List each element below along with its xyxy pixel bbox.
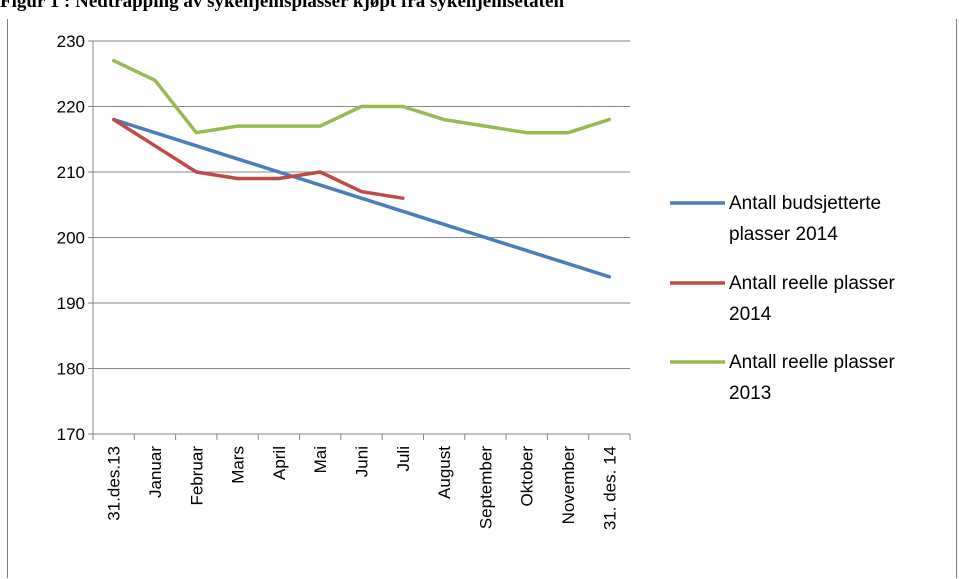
figure-title: Figur 1 : Nedtrapping av sykehjemsplasse… <box>0 0 565 12</box>
y-tick-label: 200 <box>57 229 85 248</box>
x-tick-label: 31. des. 14 <box>600 446 619 530</box>
x-tick-label: Oktober <box>518 446 537 507</box>
legend-label-3-line2: 2013 <box>729 383 771 404</box>
x-tick-label: Mars <box>229 446 248 484</box>
x-tick-label: Juli <box>394 446 413 472</box>
x-tick-label: Mai <box>311 446 330 473</box>
legend-label-2-line2: 2014 <box>729 304 772 325</box>
x-tick-label: August <box>435 446 454 499</box>
x-tick-label: Februar <box>187 446 206 506</box>
series-line-3 <box>111 58 612 135</box>
y-tick-label: 230 <box>57 32 85 51</box>
y-tick-label: 180 <box>57 360 85 379</box>
y-tick-label: 220 <box>57 98 85 117</box>
y-tick-label: 190 <box>57 294 85 313</box>
axes <box>88 40 631 440</box>
legend-label-1: Antall budsjetterte <box>729 193 881 214</box>
gridlines <box>93 40 630 369</box>
chart-frame <box>7 19 957 578</box>
series-line-2 <box>111 117 405 200</box>
legend-label-2: Antall reelle plasser <box>729 273 895 294</box>
legend-label-1-line2: plasser 2014 <box>729 224 838 245</box>
series-line-1 <box>111 117 612 279</box>
x-tick-label: 31.des.13 <box>105 446 124 521</box>
series-lines <box>111 58 612 279</box>
x-tick-label: September <box>476 446 495 529</box>
x-tick-label: April <box>270 446 289 480</box>
y-tick-labels: 170 180 190 200 210 220 230 <box>57 32 85 444</box>
x-tick-labels: 31.des.13 Januar Februar Mars April Mai Juni Ju… <box>105 446 620 530</box>
y-tick-label: 170 <box>57 425 85 444</box>
x-tick-label: Juni <box>353 446 372 477</box>
x-tick-label: Januar <box>146 446 165 498</box>
legend-label-3: Antall reelle plasser <box>729 352 895 373</box>
x-tick-label: November <box>559 446 578 525</box>
legend: Antall budsjetterte plasser 2014 Antall re… <box>670 193 895 404</box>
y-tick-label: 210 <box>57 163 85 182</box>
